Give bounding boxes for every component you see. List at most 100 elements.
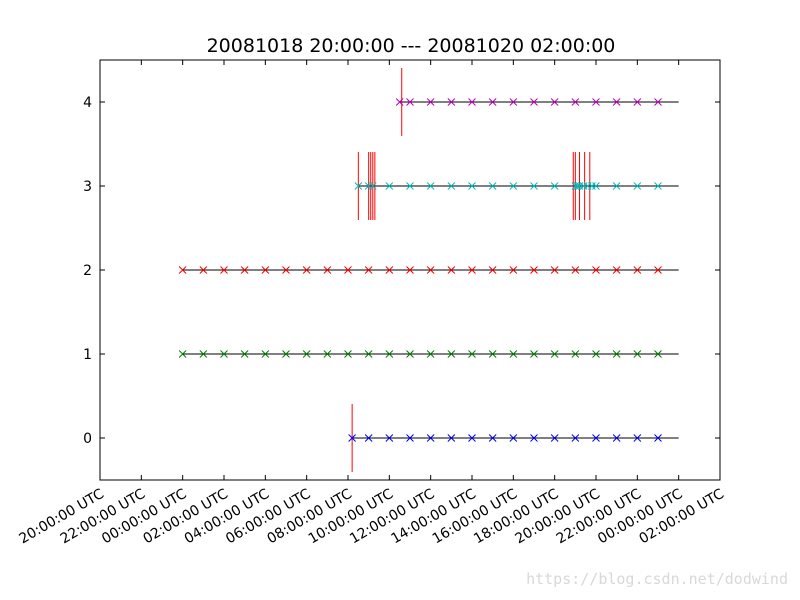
- data-point: [509, 98, 518, 106]
- data-point: [530, 350, 538, 358]
- data-point: [612, 434, 621, 442]
- axes-frame: [99, 59, 721, 481]
- data-point: [178, 266, 187, 274]
- data-point: [571, 266, 580, 274]
- data-point: [406, 350, 414, 358]
- data-point: [633, 350, 642, 358]
- y-tick-label: 4: [83, 95, 92, 111]
- data-point: [571, 350, 580, 358]
- data-point: [426, 350, 435, 358]
- data-point: [426, 434, 435, 442]
- data-point: [571, 98, 580, 106]
- data-point: [447, 98, 456, 106]
- data-point: [302, 350, 311, 358]
- data-point: [509, 266, 518, 274]
- data-point: [344, 266, 352, 274]
- data-point: [612, 98, 621, 106]
- data-point: [395, 98, 404, 106]
- data-point: [592, 350, 600, 358]
- data-point: [426, 266, 435, 274]
- watermark-text: https://blog.csdn.net/dodwind: [526, 570, 788, 588]
- series-4: [395, 68, 679, 136]
- data-point: [530, 98, 538, 106]
- data-point: [612, 350, 621, 358]
- data-point: [385, 182, 394, 190]
- data-point: [385, 266, 394, 274]
- data-point: [550, 434, 559, 442]
- data-point: [468, 266, 476, 274]
- data-point: [509, 434, 518, 442]
- data-point: [654, 98, 662, 106]
- data-point: [488, 434, 497, 442]
- data-point: [530, 266, 538, 274]
- data-point: [573, 182, 582, 190]
- data-point: [240, 266, 249, 274]
- data-point: [282, 266, 290, 274]
- y-tick-label: 3: [83, 179, 92, 195]
- data-point: [488, 266, 497, 274]
- data-point: [385, 350, 394, 358]
- data-point: [406, 182, 414, 190]
- data-point: [654, 182, 662, 190]
- data-point: [426, 182, 435, 190]
- data-point: [426, 98, 435, 106]
- series-1: [178, 350, 679, 358]
- data-point: [261, 266, 270, 274]
- data-point: [354, 182, 363, 190]
- data-point: [633, 98, 642, 106]
- data-point: [550, 350, 559, 358]
- data-point: [199, 350, 208, 358]
- data-point: [468, 350, 476, 358]
- data-point: [468, 98, 476, 106]
- chart-title: 20081018 20:00:00 --- 20081020 02:00:00: [207, 35, 616, 57]
- data-point: [282, 350, 290, 358]
- data-point: [592, 98, 600, 106]
- y-tick-label: 2: [83, 263, 92, 279]
- series-3: [354, 152, 679, 220]
- data-point: [654, 266, 662, 274]
- data-point: [364, 434, 373, 442]
- data-point: [488, 182, 497, 190]
- data-point: [323, 350, 332, 358]
- data-point: [220, 350, 228, 358]
- data-point: [447, 266, 456, 274]
- data-point: [633, 434, 642, 442]
- data-point: [406, 434, 414, 442]
- data-point: [530, 182, 538, 190]
- data-point: [592, 266, 600, 274]
- data-point: [344, 350, 352, 358]
- data-point: [654, 350, 662, 358]
- data-point: [592, 182, 600, 190]
- data-point: [348, 434, 356, 442]
- data-point: [509, 182, 518, 190]
- data-point: [550, 266, 559, 274]
- data-point: [178, 350, 187, 358]
- data-point: [468, 434, 476, 442]
- data-point: [447, 350, 456, 358]
- data-point: [364, 350, 373, 358]
- data-point: [633, 266, 642, 274]
- y-tick-label: 0: [83, 431, 92, 447]
- data-point: [199, 266, 208, 274]
- y-tick-label: 1: [83, 347, 92, 363]
- series-0: [348, 404, 679, 472]
- data-point: [633, 182, 642, 190]
- data-point: [240, 350, 249, 358]
- data-point: [323, 266, 332, 274]
- data-point: [368, 182, 377, 190]
- data-point: [447, 434, 456, 442]
- data-point: [654, 434, 662, 442]
- data-point: [220, 266, 228, 274]
- data-point: [488, 350, 497, 358]
- data-point: [447, 182, 456, 190]
- data-point: [612, 182, 621, 190]
- data-point: [550, 182, 559, 190]
- data-point: [592, 434, 600, 442]
- data-point: [468, 182, 476, 190]
- data-point: [571, 434, 580, 442]
- data-point: [385, 434, 394, 442]
- series-2: [178, 266, 679, 274]
- data-point: [302, 266, 311, 274]
